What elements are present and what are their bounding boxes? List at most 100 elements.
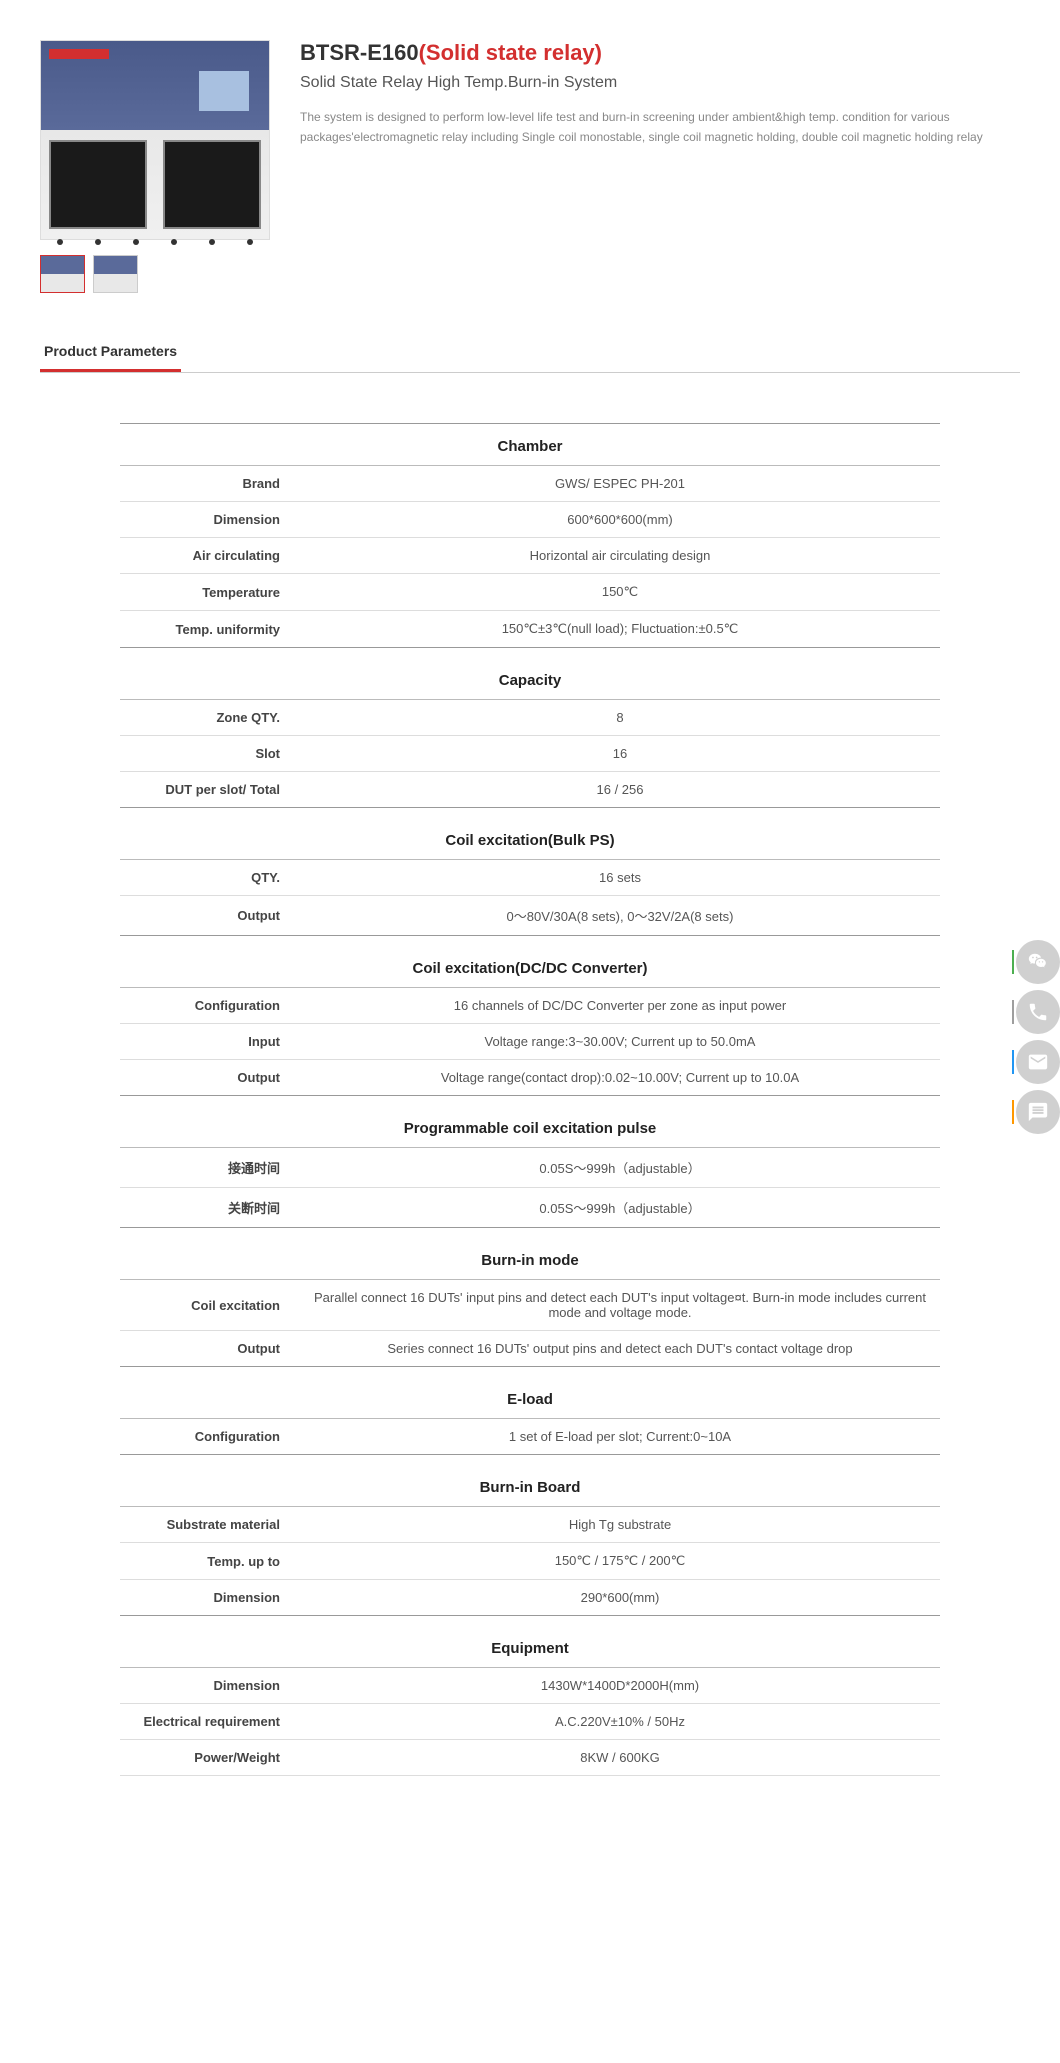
table-row: OutputVoltage range(contact drop):0.02~1… <box>120 1060 940 1096</box>
table-row: Temperature150℃ <box>120 574 940 611</box>
table-row: Temp. uniformity150℃±3℃(null load); Fluc… <box>120 611 940 648</box>
product-header: BTSR-E160(Solid state relay) Solid State… <box>40 40 1020 293</box>
section-title: Equipment <box>120 1616 940 1668</box>
section-title: E-load <box>120 1367 940 1419</box>
table-row: 关断时间0.05S～999h（adjustable） <box>120 1188 940 1228</box>
table-row: Coil excitationParallel connect 16 DUTs'… <box>120 1280 940 1331</box>
param-value: 16 sets <box>300 860 940 896</box>
param-label: Dimension <box>120 502 300 538</box>
image-column <box>40 40 270 293</box>
product-title: BTSR-E160(Solid state relay) <box>300 40 1020 66</box>
param-value: 0.05S～999h（adjustable） <box>300 1148 940 1188</box>
param-label: Configuration <box>120 1419 300 1455</box>
wechat-icon[interactable] <box>1016 940 1060 984</box>
param-label: Coil excitation <box>120 1280 300 1331</box>
tab-parameters[interactable]: Product Parameters <box>40 333 181 372</box>
section-title: Burn-in mode <box>120 1228 940 1280</box>
thumbnail-row <box>40 255 270 293</box>
section-title: Coil excitation(Bulk PS) <box>120 808 940 860</box>
param-label: Temperature <box>120 574 300 611</box>
param-label: Air circulating <box>120 538 300 574</box>
chat-icon[interactable] <box>1016 1090 1060 1134</box>
param-value: 16 <box>300 736 940 772</box>
section-title: Burn-in Board <box>120 1455 940 1507</box>
param-label: Electrical requirement <box>120 1704 300 1740</box>
table-row: QTY.16 sets <box>120 860 940 896</box>
param-label: DUT per slot/ Total <box>120 772 300 808</box>
email-icon[interactable] <box>1016 1040 1060 1084</box>
param-value: 290*600(mm) <box>300 1580 940 1616</box>
section-title: Chamber <box>120 424 940 466</box>
param-value: Voltage range:3~30.00V; Current up to 50… <box>300 1024 940 1060</box>
param-label: QTY. <box>120 860 300 896</box>
param-label: 关断时间 <box>120 1188 300 1228</box>
param-label: Zone QTY. <box>120 700 300 736</box>
parameters-table: ChamberBrandGWS/ ESPEC PH-201Dimension60… <box>120 423 940 1776</box>
table-row: DUT per slot/ Total16 / 256 <box>120 772 940 808</box>
table-row: Zone QTY.8 <box>120 700 940 736</box>
product-description: The system is designed to perform low-le… <box>300 107 1020 148</box>
param-value: GWS/ ESPEC PH-201 <box>300 466 940 502</box>
table-row: Air circulatingHorizontal air circulatin… <box>120 538 940 574</box>
param-label: 接通时间 <box>120 1148 300 1188</box>
param-value: 1430W*1400D*2000H(mm) <box>300 1668 940 1704</box>
param-label: Slot <box>120 736 300 772</box>
param-label: Output <box>120 1331 300 1367</box>
param-label: Brand <box>120 466 300 502</box>
param-label: Temp. uniformity <box>120 611 300 648</box>
param-value: 0.05S～999h（adjustable） <box>300 1188 940 1228</box>
param-value: A.C.220V±10% / 50Hz <box>300 1704 940 1740</box>
param-value: 150℃ / 175℃ / 200℃ <box>300 1543 940 1580</box>
float-icon-bar <box>1016 940 1060 1134</box>
param-value: 600*600*600(mm) <box>300 502 940 538</box>
table-row: Output0～80V/30A(8 sets), 0～32V/2A(8 sets… <box>120 896 940 936</box>
table-row: Temp. up to150℃ / 175℃ / 200℃ <box>120 1543 940 1580</box>
param-value: Series connect 16 DUTs' output pins and … <box>300 1331 940 1367</box>
param-label: Input <box>120 1024 300 1060</box>
product-model: BTSR-E160 <box>300 40 419 65</box>
table-row: Power/Weight8KW / 600KG <box>120 1740 940 1776</box>
param-value: 8 <box>300 700 940 736</box>
table-row: Dimension1430W*1400D*2000H(mm) <box>120 1668 940 1704</box>
table-row: Electrical requirementA.C.220V±10% / 50H… <box>120 1704 940 1740</box>
param-label: Dimension <box>120 1668 300 1704</box>
param-value: 16 / 256 <box>300 772 940 808</box>
param-value: 16 channels of DC/DC Converter per zone … <box>300 988 940 1024</box>
param-label: Substrate material <box>120 1507 300 1543</box>
param-value: 1 set of E-load per slot; Current:0~10A <box>300 1419 940 1455</box>
table-row: BrandGWS/ ESPEC PH-201 <box>120 466 940 502</box>
thumbnail-2[interactable] <box>93 255 138 293</box>
table-row: Configuration1 set of E-load per slot; C… <box>120 1419 940 1455</box>
table-row: Configuration16 channels of DC/DC Conver… <box>120 988 940 1024</box>
section-title: Programmable coil excitation pulse <box>120 1096 940 1148</box>
table-row: Substrate materialHigh Tg substrate <box>120 1507 940 1543</box>
param-label: Output <box>120 1060 300 1096</box>
table-row: 接通时间0.05S～999h（adjustable） <box>120 1148 940 1188</box>
param-value: Horizontal air circulating design <box>300 538 940 574</box>
param-value: Parallel connect 16 DUTs' input pins and… <box>300 1280 940 1331</box>
param-label: Output <box>120 896 300 936</box>
param-value: Voltage range(contact drop):0.02~10.00V;… <box>300 1060 940 1096</box>
section-title: Coil excitation(DC/DC Converter) <box>120 936 940 988</box>
section-title: Capacity <box>120 648 940 700</box>
param-label: Temp. up to <box>120 1543 300 1580</box>
thumbnail-1[interactable] <box>40 255 85 293</box>
product-subtitle: Solid State Relay High Temp.Burn-in Syst… <box>300 74 1020 92</box>
table-row: Slot16 <box>120 736 940 772</box>
product-main-image[interactable] <box>40 40 270 240</box>
param-label: Power/Weight <box>120 1740 300 1776</box>
info-column: BTSR-E160(Solid state relay) Solid State… <box>300 40 1020 293</box>
param-value: 150℃ <box>300 574 940 611</box>
table-row: InputVoltage range:3~30.00V; Current up … <box>120 1024 940 1060</box>
param-value: 8KW / 600KG <box>300 1740 940 1776</box>
param-label: Dimension <box>120 1580 300 1616</box>
table-row: OutputSeries connect 16 DUTs' output pin… <box>120 1331 940 1367</box>
table-row: Dimension600*600*600(mm) <box>120 502 940 538</box>
table-row: Dimension290*600(mm) <box>120 1580 940 1616</box>
param-value: High Tg substrate <box>300 1507 940 1543</box>
phone-icon[interactable] <box>1016 990 1060 1034</box>
param-value: 150℃±3℃(null load); Fluctuation:±0.5℃ <box>300 611 940 648</box>
param-value: 0～80V/30A(8 sets), 0～32V/2A(8 sets) <box>300 896 940 936</box>
product-type: (Solid state relay) <box>419 40 602 65</box>
tab-bar: Product Parameters <box>40 333 1020 373</box>
